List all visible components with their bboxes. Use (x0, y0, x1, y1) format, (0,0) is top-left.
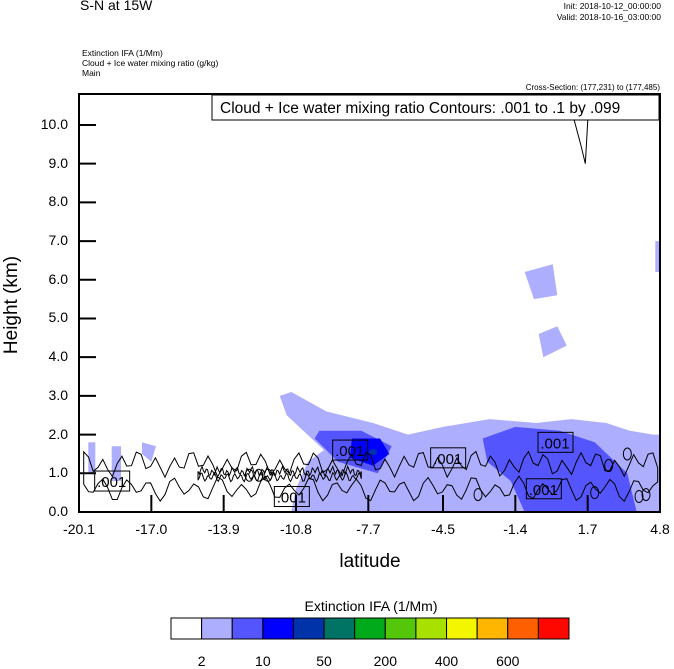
contour-label: .001 (94, 470, 131, 492)
colorbar-swatch (201, 617, 233, 640)
x-tick-label: -7.7 (356, 521, 381, 537)
colorbar-label: 50 (316, 653, 332, 669)
contour-loop (634, 490, 644, 504)
colorbar-label: 400 (434, 653, 459, 669)
y-tick-label: 7.0 (48, 232, 68, 249)
extinction-fill-light (524, 264, 558, 300)
field-extinction: Extinction IFA (1/Mm) (82, 48, 163, 58)
colorbar-swatch (170, 617, 203, 640)
contour-label-text: .001 (540, 435, 569, 452)
init-time: Init: 2018-10-12_00:00:00 (563, 1, 661, 11)
contour-loop (473, 488, 483, 502)
extinction-fill-light (142, 442, 156, 462)
colorbar-title: Extinction IFA (1/Mm) (304, 598, 438, 614)
y-tick-label: 9.0 (48, 154, 68, 171)
field-main: Main (82, 68, 101, 78)
colorbar-swatch (292, 617, 325, 640)
y-axis-label: Height (km) (1, 255, 22, 355)
init-valid-time: Init: 2018-10-12_00:00:00 Valid: 2018-10… (557, 1, 661, 23)
contour-line (197, 464, 362, 483)
x-tick-label: 4.8 (650, 521, 670, 537)
x-tick-label: -10.8 (280, 521, 312, 537)
contour-label: .001 (430, 447, 467, 469)
contour-label: .001 (332, 439, 369, 461)
contour-line-upper (570, 101, 590, 164)
colorbar-label: 600 (496, 653, 520, 669)
colorbar (170, 617, 570, 640)
contour-loop (641, 488, 651, 502)
contour-label: .001 (273, 486, 310, 508)
axis-ticks (78, 123, 661, 513)
x-tick-label: -4.5 (430, 521, 456, 537)
cross-section-label: Cross-Section: (177,231) to (177,485) (525, 83, 660, 92)
contour-label-text: .001 (277, 490, 306, 507)
colorbar-swatch (537, 617, 570, 640)
extinction-fill-light (655, 241, 660, 272)
field-cloud-ice: Cloud + Ice water mixing ratio (g/kg) (82, 58, 219, 68)
contour-annotation: Cloud + Ice water mixing ratio Contours:… (220, 100, 620, 117)
colorbar-swatch (384, 617, 417, 640)
colorbar-label: 2 (197, 653, 206, 669)
y-tick-label: 1.0 (48, 464, 68, 481)
valid-time: Valid: 2018-10-16_03:00:00 (556, 12, 661, 22)
extinction-fills (88, 241, 660, 512)
contour-loop (263, 468, 273, 482)
y-tick-label: 2.0 (48, 425, 68, 442)
contour-lines (83, 101, 659, 504)
colorbar-swatch (507, 617, 539, 640)
extinction-fill-light (538, 326, 567, 358)
x-axis-label: latitude (339, 551, 401, 572)
contour-label: .001 (537, 431, 574, 453)
contour-loop (604, 459, 614, 473)
plot-title: S-N at 15W (80, 0, 153, 13)
contour-annotation-box: Cloud + Ice water mixing ratio Contours:… (211, 94, 660, 121)
contour-labels: .001 .001 .001 .001 .001 .001 (94, 431, 574, 508)
y-tick-label: 10.0 (40, 115, 68, 132)
colorbar-swatch (354, 617, 386, 640)
x-tick-label: -17.0 (135, 521, 168, 537)
field-list: Extinction IFA (1/Mm) Cloud + Ice water … (82, 48, 218, 78)
contour-label: .001 (525, 478, 562, 500)
y-tick-label: 3.0 (48, 386, 68, 403)
colorbar-swatch (323, 617, 356, 640)
contour-label-text: .001 (433, 451, 462, 468)
contour-loop (622, 447, 632, 461)
colorbar-swatch (231, 617, 264, 640)
y-tick-label: 4.0 (48, 348, 68, 365)
contour-label-text: .001 (529, 482, 558, 499)
extinction-fill-core (369, 449, 377, 456)
x-tick-label: -20.1 (63, 521, 95, 537)
plot-frame (78, 93, 661, 513)
contour-line (83, 450, 659, 503)
colorbar-swatch (262, 617, 294, 640)
colorbar-label: 200 (373, 653, 397, 669)
x-tick-label: -13.9 (207, 521, 240, 537)
y-tick-label: 5.0 (48, 309, 68, 326)
contour-loop (244, 468, 254, 482)
contour-loop (590, 486, 600, 500)
y-tick-label: 6.0 (48, 270, 68, 287)
contour-label-text: .001 (335, 443, 364, 460)
y-tick-label: 8.0 (48, 193, 68, 210)
x-tick-label: -1.4 (503, 521, 528, 537)
colorbar-swatch (415, 617, 448, 640)
y-tick-label: 0.0 (48, 503, 68, 519)
x-tick-label: 1.7 (577, 521, 598, 537)
colorbar-swatch (446, 617, 478, 640)
extinction-fill-light (88, 442, 96, 474)
colorbar-label: 10 (255, 653, 271, 669)
contour-loop (254, 468, 264, 482)
contour-label-text: .001 (97, 474, 126, 491)
colorbar-swatch (476, 617, 509, 640)
